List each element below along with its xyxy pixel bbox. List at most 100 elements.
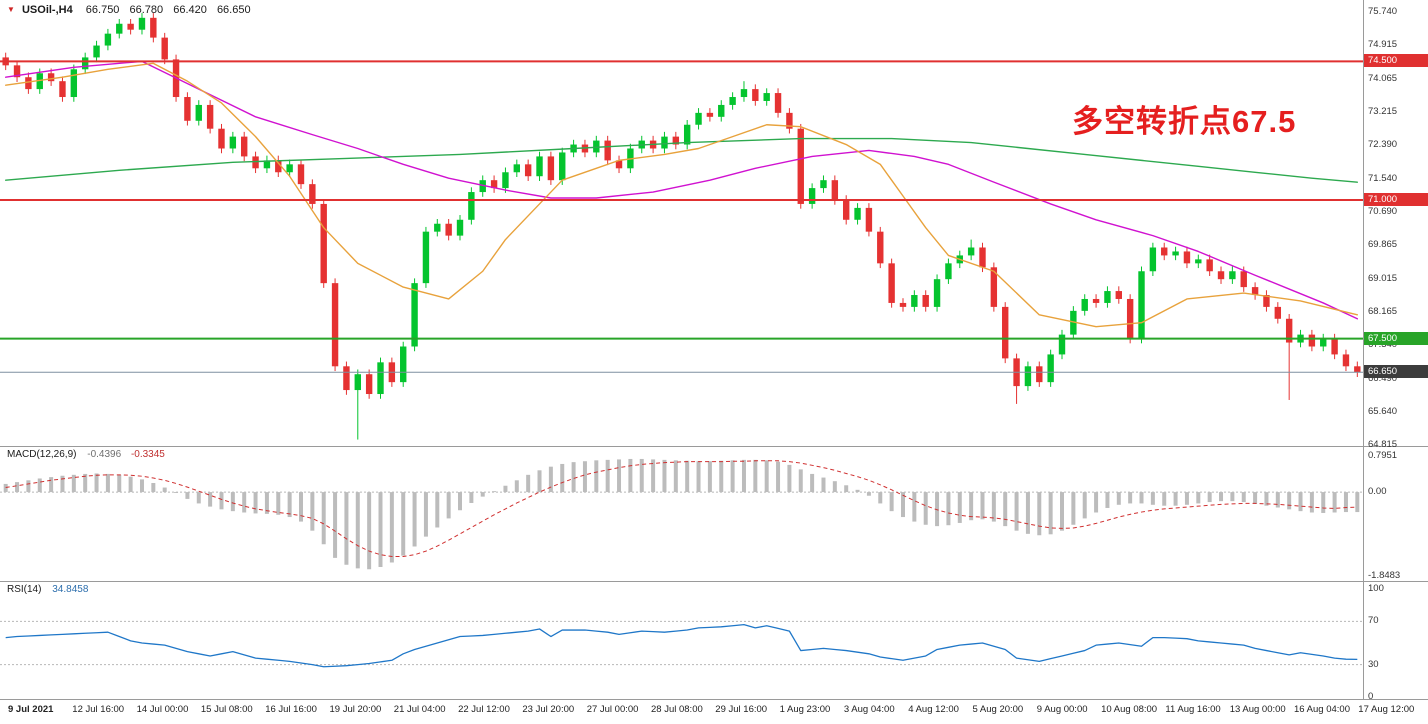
candle (36, 73, 43, 90)
candle (899, 302, 907, 307)
symbol-period: USOil-,H4 (21, 4, 73, 16)
candle (1217, 271, 1225, 280)
price-tick-label: -1.8483 (1368, 569, 1401, 581)
candle (831, 180, 839, 200)
candle (1251, 287, 1259, 296)
time-tick-label: 9 Jul 2021 (8, 704, 54, 715)
ohlc-low: 66.420 (173, 4, 207, 16)
candle (922, 295, 929, 307)
candle (184, 97, 191, 121)
time-tick-label: 4 Aug 12:00 (908, 704, 959, 715)
time-tick-label: 27 Jul 00:00 (586, 704, 639, 715)
candle (604, 140, 611, 161)
time-tick-label: 29 Jul 16:00 (715, 704, 768, 715)
candle (59, 81, 66, 98)
candle (752, 89, 759, 101)
price-tick-label: 68.165 (1368, 306, 1398, 318)
candle (865, 207, 873, 232)
annotation-text[interactable]: 多空转折点67.5 (1072, 104, 1297, 139)
candle (1263, 295, 1270, 307)
price-tick-label: 71.540 (1368, 172, 1398, 184)
price-tick-label: 72.390 (1368, 138, 1398, 150)
chart-header: ▼ USOil-,H4 66.750 66.780 66.420 66.650 (7, 4, 258, 16)
candle (524, 164, 532, 177)
candle (127, 23, 134, 30)
candle (150, 17, 157, 38)
candle (1161, 247, 1168, 256)
candle (1024, 366, 1032, 387)
candle (1206, 259, 1213, 272)
macd-value-main: -0.4396 (87, 449, 122, 460)
time-tick-label: 16 Aug 04:00 (1294, 704, 1350, 715)
candle (1240, 271, 1247, 288)
candle (718, 104, 725, 117)
candle (93, 45, 100, 58)
candle (774, 93, 782, 113)
candle (70, 69, 78, 98)
candle (536, 156, 543, 177)
time-tick-label: 23 Jul 20:00 (522, 704, 575, 715)
ma-green (4, 137, 1359, 183)
ohlc-high: 66.780 (129, 4, 164, 16)
candle (161, 37, 168, 60)
candle (1229, 271, 1236, 280)
candle (808, 188, 816, 204)
candle (1308, 334, 1316, 347)
time-tick-label: 12 Jul 16:00 (72, 704, 125, 715)
candle (434, 223, 441, 232)
ma-orange (4, 62, 1359, 328)
candle (1126, 298, 1134, 339)
candle (1183, 251, 1191, 264)
price-tick-label: 64.815 (1368, 438, 1398, 450)
time-tick-label: 28 Jul 08:00 (651, 704, 703, 715)
candle (343, 366, 350, 391)
candle (797, 128, 804, 204)
candle (1036, 366, 1043, 383)
candle (365, 374, 373, 395)
candle (967, 247, 975, 256)
price-tag: 74.500 (1364, 54, 1428, 68)
candle (683, 124, 691, 145)
candle (490, 180, 498, 189)
candle (911, 295, 918, 307)
candle (422, 231, 430, 284)
rsi-line (5, 623, 1358, 668)
candle (547, 156, 555, 181)
time-tick-label: 3 Aug 04:00 (843, 704, 895, 715)
candle (945, 263, 952, 280)
candle (320, 203, 327, 284)
candle (1331, 338, 1338, 355)
candle (1092, 298, 1100, 303)
candle (1138, 271, 1145, 339)
price-tick-label: 0.00 (1368, 486, 1387, 498)
candle (25, 77, 32, 90)
candle (990, 267, 998, 307)
candle (513, 164, 521, 173)
macd-label: MACD(12,26,9) -0.4396 -0.3345 (7, 449, 165, 460)
candle (661, 136, 668, 149)
price-tick-label: 73.215 (1368, 106, 1398, 118)
candle (411, 283, 418, 347)
symbol-marker-icon: ▼ (7, 5, 15, 14)
time-tick-label: 14 Jul 00:00 (136, 704, 189, 715)
candle (400, 346, 407, 383)
price-tick-label: 100 (1368, 583, 1384, 594)
candle (854, 207, 861, 220)
candle (286, 164, 293, 173)
candle (695, 112, 702, 125)
candle (729, 97, 736, 105)
macd-value-signal: -0.3345 (130, 449, 165, 460)
candle (559, 152, 566, 181)
candle (354, 374, 361, 391)
price-tick-label: 0.7951 (1368, 450, 1398, 461)
rsi-value: 34.8458 (52, 584, 89, 595)
candle (842, 199, 850, 220)
price-tick-label: 0 (1368, 691, 1374, 702)
candle (763, 93, 770, 101)
candle (1342, 354, 1350, 367)
price-tag: 66.650 (1364, 365, 1428, 379)
price-tick-label: 65.640 (1368, 406, 1398, 418)
rsi-name: RSI(14) (7, 584, 42, 595)
